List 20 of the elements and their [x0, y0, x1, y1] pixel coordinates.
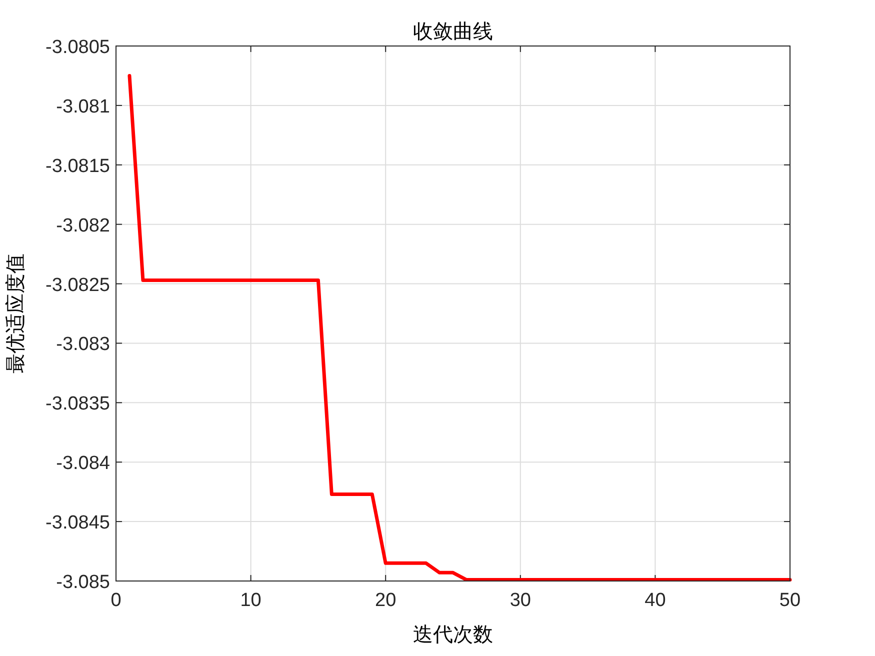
y-tick-label: -3.0815: [46, 156, 110, 177]
y-tick-label: -3.085: [56, 572, 110, 593]
x-tick-label: 30: [510, 590, 531, 611]
chart-title: 收敛曲线: [413, 19, 493, 43]
y-tick-label: -3.084: [56, 453, 110, 474]
x-tick-label: 40: [644, 590, 666, 611]
x-tick-label: 50: [779, 590, 801, 611]
y-tick-label: -3.0835: [46, 394, 110, 415]
y-tick-label: -3.083: [56, 334, 110, 356]
y-tick-label: -3.081: [56, 96, 110, 118]
x-axis-title: 迭代次数: [413, 622, 493, 646]
y-tick-label: -3.0805: [46, 37, 110, 58]
x-tick-label: 10: [240, 590, 262, 611]
line-series: [128, 74, 792, 582]
y-tick-label: -3.0825: [46, 274, 110, 296]
y-axis-title: 最优适应度值: [3, 254, 27, 374]
x-tick-label: 0: [110, 590, 122, 611]
y-tick-label: -3.0845: [46, 512, 110, 534]
y-tick-label: -3.082: [56, 215, 110, 236]
x-tick-label: 20: [375, 590, 396, 611]
